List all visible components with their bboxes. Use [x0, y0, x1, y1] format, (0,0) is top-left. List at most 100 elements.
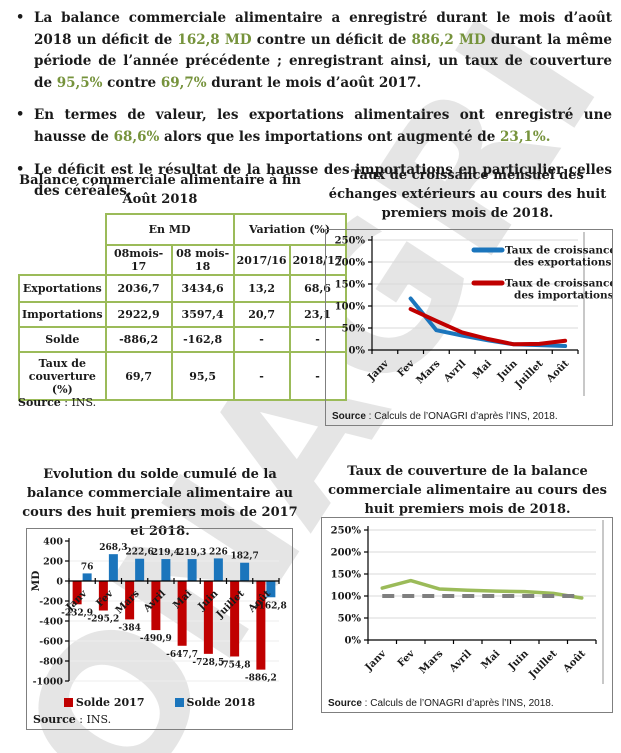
growth-chart-title: Taux de croissance mensuel des échanges … [328, 168, 607, 221]
y-tick-label: 0 [56, 577, 63, 588]
bar [187, 559, 197, 581]
table-value-cell: -886,2 [104, 326, 173, 353]
source-label: Source [332, 411, 366, 422]
table-value-cell: - [288, 326, 347, 353]
legend-item: Solde 2018 [174, 696, 255, 709]
table-value-cell: 23,1 [288, 301, 347, 328]
growth-chart-box: 0% 50% 100% 150% 200% 250% Janv Fev Mars Avril Mai… [325, 229, 613, 426]
table-column-header: 2017/16 [232, 244, 291, 276]
bullet-item: • La balance commerciale alimentaire a en… [10, 8, 612, 94]
source-label: Source [328, 698, 362, 709]
bar-value-label: -728,5 [192, 658, 224, 668]
series-line [380, 578, 584, 600]
x-category-label: Fev [396, 648, 418, 670]
bullet-marker: • [16, 10, 25, 25]
table-row-label: Solde [18, 326, 107, 353]
y-tick-label: 250% [335, 236, 366, 247]
x-category-label: Août [561, 648, 588, 675]
x-category-label: Fev [94, 588, 116, 610]
bar [203, 581, 213, 654]
bar-value-label: -886,2 [245, 674, 277, 684]
table-row-label: Exportations [18, 274, 107, 303]
bar [230, 581, 240, 657]
couverture-chart-title: Taux de couverture de la balance commerc… [328, 464, 607, 517]
source-text: : INS. [60, 396, 97, 409]
legend-swatch [63, 698, 73, 707]
y-tick-label: -1000 [33, 677, 64, 688]
bar-value-label: 182,7 [231, 552, 259, 562]
table-source: Source : INS. [18, 396, 96, 409]
y-tick-label: 50% [342, 324, 366, 335]
source-label: Source [33, 713, 76, 726]
table-value-cell: 3597,4 [170, 301, 235, 328]
bar [213, 558, 223, 581]
table-row: Importations 2922,9 3597,4 20,7 23,1 [18, 301, 347, 328]
x-category-label: Fev [396, 358, 418, 380]
table-value-cell: 2922,9 [104, 301, 173, 328]
highlighted-value: 68,6% [113, 128, 160, 145]
table-value-cell: 69,7 [104, 351, 173, 401]
table-corner-empty [19, 245, 106, 275]
y-tick-label: -400 [39, 617, 63, 628]
solde-chart-source: Source : INS. [33, 713, 111, 726]
couverture-chart: 0% 50% 100% 150% 200% 250% Janv Fev Mars Avril Mai… [331, 520, 604, 684]
table-value-cell: - [232, 351, 291, 401]
y-tick-label: 0% [349, 346, 366, 357]
solde-chart-legend: Solde 2017 Solde 2018 [27, 696, 292, 709]
y-tick-label: 50% [338, 614, 362, 625]
legend-label: Taux de croissance [505, 278, 612, 290]
table-column-header: 2018/17 [288, 244, 347, 276]
bar-value-label: -384 [118, 623, 141, 633]
bar-value-label: -754,8 [219, 660, 251, 670]
bullet-text: En termes de valeur, les exportations al… [34, 107, 612, 145]
bullet-text: durant la même période de l’année précéd… [34, 31, 613, 91]
source-text: : INS. [75, 713, 112, 726]
table-value-cell: - [232, 326, 291, 353]
x-category-label: Août [544, 358, 571, 385]
x-category-label: Juin [506, 648, 531, 673]
bullet-text: contre un déficit de [251, 31, 412, 48]
table-row-label: Importations [18, 301, 107, 328]
bullet-text: durant le mois d’août 2017. [206, 74, 422, 91]
legend-item: Solde 2017 [63, 696, 145, 709]
x-category-label: Mars [415, 358, 443, 386]
x-category-label: Mai [479, 648, 502, 671]
table-title: Balance commerciale alimentaire à fin Ao… [19, 173, 301, 207]
legend-label: Taux de croissance [505, 245, 612, 257]
bar-value-label: 268,3 [99, 543, 127, 553]
bullet-marker: • [16, 161, 25, 177]
table-corner-empty [19, 214, 106, 245]
solde-chart-box: 400 200 0 -200 -400 -600 -800 -1000 MD -232,9 -295… [26, 528, 293, 730]
bar-value-label: 219,4 [152, 548, 180, 558]
table-value-cell: 20,7 [232, 301, 291, 328]
bullet-text: contre [102, 74, 161, 91]
bar [177, 581, 187, 646]
bar [135, 558, 145, 581]
highlighted-value: 95,5% [56, 74, 103, 91]
bar [256, 581, 266, 670]
bar [266, 581, 276, 598]
bar-value-label: -162,8 [255, 601, 287, 611]
y-tick-label: 200 [43, 557, 63, 568]
table-value-cell: 2036,7 [104, 274, 173, 303]
source-text: : Calculs de l’ONAGRI d’après l’INS, 201… [365, 411, 558, 422]
y-tick-label: -600 [39, 637, 63, 648]
y-tick-label: 250% [331, 526, 362, 537]
bullet-text: alors que les importations ont augmenté … [159, 128, 501, 145]
bar-value-label: 219,3 [178, 548, 206, 558]
couverture-chart-source: Source : Calculs de l’ONAGRI d’après l’I… [328, 698, 554, 709]
bar-value-label: -295,2 [87, 615, 119, 625]
table-value-cell: 13,2 [232, 274, 291, 303]
table-row: Taux de couverture (%) 69,7 95,5- - [18, 351, 347, 401]
x-category-label: Janv [363, 648, 390, 675]
bar [108, 554, 118, 581]
x-category-label: Avril [447, 648, 474, 675]
legend-swatch [174, 698, 184, 707]
balance-table: En MD Variation (%) 08mois-17 08 mois-18 201… [18, 213, 347, 401]
table-value-cell: - [288, 351, 347, 401]
legend-label: des exportations [514, 257, 612, 269]
source-text: : Calculs de l’ONAGRI d’après l’INS, 201… [361, 698, 554, 709]
highlighted-value: 886,2 MD [411, 31, 486, 48]
y-tick-label: 200% [335, 258, 366, 269]
